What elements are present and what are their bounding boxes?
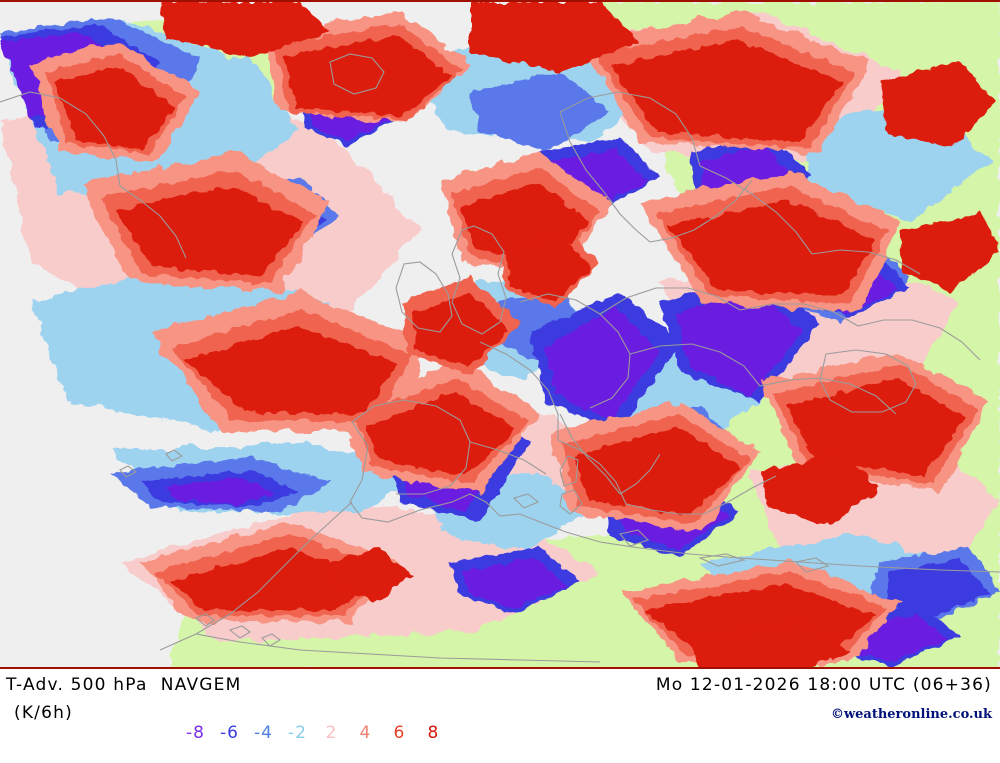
temperature-advection-map[interactable] [0,0,1000,669]
map-canvas [0,2,1000,667]
legend-tick-4: 4 [359,723,372,743]
forecast-timestamp: Mo 12-01-2026 18:00 UTC (06+36) [655,675,992,695]
map-footer: T-Adv. 500 hPa NAVGEM (K/6h) -8 -6 -4 -2 2 4 6… [0,669,1000,743]
legend-tick--2: -2 [287,723,307,743]
product-title: T-Adv. 500 hPa NAVGEM [6,675,242,695]
copyright-notice: ©weatheronline.co.uk [830,707,992,722]
color-scale-legend: -8 -6 -4 -2 2 4 6 8 [140,703,450,763]
legend-tick-6: 6 [393,723,406,743]
strong-positive-advection [55,2,1000,667]
legend-tick--4: -4 [253,723,273,743]
units-label: (K/6h) [14,703,73,723]
legend-tick--8: -8 [185,723,205,743]
legend-tick--6: -6 [219,723,239,743]
weather-map-page: T-Adv. 500 hPa NAVGEM (K/6h) -8 -6 -4 -2 2 4 6… [0,0,1000,743]
coastlines-layer [0,53,1000,663]
legend-tick-8: 8 [427,723,440,743]
legend-tick-2: 2 [325,723,338,743]
